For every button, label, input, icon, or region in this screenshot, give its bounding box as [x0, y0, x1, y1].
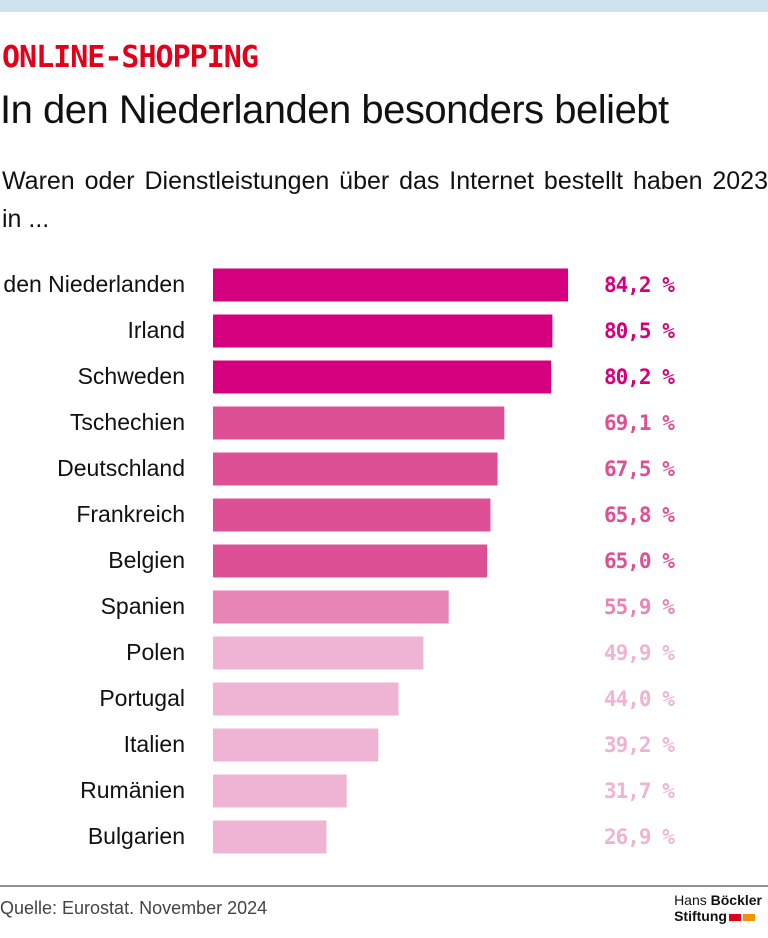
category-label: Tschechien: [70, 409, 185, 435]
value-label: 65,0 %: [604, 549, 675, 573]
value-label: 55,9 %: [604, 595, 675, 619]
logo-text: Stiftung: [674, 908, 727, 924]
value-label: 65,8 %: [604, 503, 675, 527]
bar: [213, 360, 552, 394]
category-label: Spanien: [101, 593, 185, 619]
category-label: Belgien: [108, 547, 185, 573]
top-band: [0, 0, 768, 12]
logo-text: Hans: [674, 892, 707, 908]
logo-square: [742, 914, 755, 921]
value-label: 26,9 %: [604, 825, 675, 849]
value-label: 80,2 %: [604, 365, 675, 389]
bar: [213, 636, 424, 670]
category-label: Frankreich: [76, 501, 185, 527]
category-label: Schweden: [78, 363, 185, 389]
bar: [213, 820, 327, 854]
logo-square: [728, 914, 741, 921]
chart-subtitle: Waren oder Dienstleistungen über das Int…: [2, 167, 768, 233]
chart-title: In den Niederlanden besonders beliebt: [0, 88, 669, 132]
category-label: Irland: [127, 317, 185, 343]
bar: [213, 590, 449, 624]
bar: [213, 268, 568, 302]
category-label: Bulgarien: [88, 823, 185, 849]
bar: [213, 544, 488, 578]
value-label: 49,9 %: [604, 641, 675, 665]
kicker: ONLINE-SHOPPING: [2, 40, 259, 75]
bar: [213, 452, 498, 486]
value-label: 31,7 %: [604, 779, 675, 803]
value-label: 84,2 %: [604, 273, 675, 297]
category-label: Deutschland: [57, 455, 185, 481]
category-label: Rumänien: [80, 777, 185, 803]
value-label: 69,1 %: [604, 411, 675, 435]
bar: [213, 682, 399, 716]
bar: [213, 728, 379, 762]
value-label: 80,5 %: [604, 319, 675, 343]
value-label: 39,2 %: [604, 733, 675, 757]
category-label: in den Niederlanden: [0, 271, 185, 297]
bar: [213, 774, 347, 808]
category-label: Portugal: [99, 685, 185, 711]
logo: Hans Böckler Stiftung: [674, 892, 762, 924]
bar: [213, 314, 553, 348]
bar: [213, 406, 505, 440]
category-label: Polen: [126, 639, 185, 665]
value-label: 67,5 %: [604, 457, 675, 481]
logo-text: Böckler: [710, 892, 762, 908]
value-label: 44,0 %: [604, 687, 675, 711]
source: Quelle: Eurostat. November 2024: [0, 898, 268, 918]
category-label: Italien: [124, 731, 185, 757]
bar: [213, 498, 491, 532]
